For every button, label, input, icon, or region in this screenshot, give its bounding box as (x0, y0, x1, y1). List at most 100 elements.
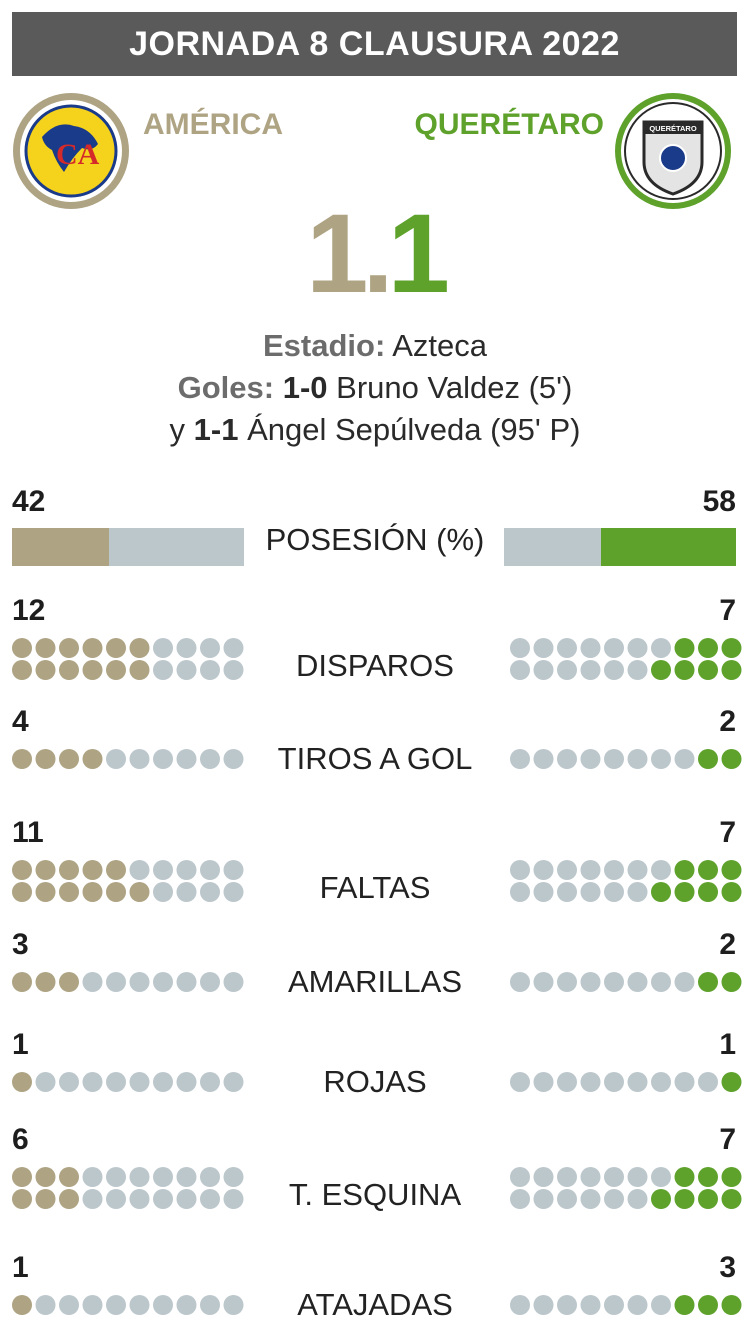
empty-stat-dot (674, 749, 695, 769)
empty-stat-dot (510, 1167, 530, 1187)
empty-stat-dot (106, 749, 126, 769)
goal2-scorer: Ángel Sepúlveda (95' P) (247, 412, 581, 447)
away-stat-dot (721, 1167, 742, 1187)
empty-stat-dot (651, 749, 671, 769)
empty-stat-dot (510, 638, 530, 658)
empty-stat-dot (627, 882, 648, 902)
home-stat-dot (35, 660, 56, 680)
empty-stat-dot (533, 972, 554, 992)
empty-stat-dot (533, 882, 554, 902)
empty-stat-dot (153, 749, 173, 769)
empty-stat-dot (510, 882, 530, 902)
home-team-name: AMÉRICA (143, 108, 283, 141)
empty-stat-dot (176, 660, 197, 680)
home-stat-dot (12, 1072, 32, 1092)
home-stat-dot (35, 1167, 56, 1187)
empty-stat-dot (223, 1072, 244, 1092)
empty-stat-dot (223, 972, 244, 992)
empty-stat-dot (153, 972, 173, 992)
empty-stat-dot (604, 749, 624, 769)
empty-stat-dot (106, 1295, 126, 1315)
away-stat-dot (721, 860, 742, 880)
empty-stat-dot (223, 1189, 244, 1209)
empty-stat-dot (627, 1072, 648, 1092)
stadium-label: Estadio: (263, 328, 386, 363)
empty-stat-dot (627, 638, 648, 658)
stat-home-value: 12 (12, 594, 46, 627)
empty-stat-dot (176, 972, 197, 992)
away-stat-dot (698, 972, 718, 992)
goal2-prefix: y (169, 412, 186, 447)
home-stat-dot (35, 882, 56, 902)
empty-stat-dot (557, 1072, 577, 1092)
goals-label: Goles: (177, 370, 275, 405)
stat-away-value: 7 (719, 816, 736, 849)
stat-away-value: 7 (719, 1123, 736, 1156)
empty-stat-dot (674, 972, 695, 992)
possession-away-bar (504, 528, 736, 566)
empty-stat-dot (35, 1072, 56, 1092)
stat-home-value: 3 (12, 928, 29, 961)
stat-label: AMARILLAS (287, 964, 462, 999)
stat-away-value: 7 (719, 594, 736, 627)
stat-label: ROJAS (323, 1064, 427, 1099)
empty-stat-dot (557, 860, 577, 880)
empty-stat-dot (651, 638, 671, 658)
goals-line-1: Goles: 1-0 Bruno Valdez (5') (0, 370, 750, 406)
empty-stat-dot (627, 660, 648, 680)
empty-stat-dot (223, 660, 244, 680)
away-stat-dot (674, 638, 695, 658)
empty-stat-dot (82, 972, 103, 992)
empty-stat-dot (200, 1072, 220, 1092)
home-stat-dot (82, 638, 103, 658)
away-stat-dot (698, 1189, 718, 1209)
home-stat-dot (82, 860, 103, 880)
away-stat-dot (674, 860, 695, 880)
empty-stat-dot (153, 860, 173, 880)
home-score: 1 (306, 191, 368, 316)
empty-stat-dot (82, 1167, 103, 1187)
empty-stat-dot (176, 1167, 197, 1187)
empty-stat-dot (604, 660, 624, 680)
away-stat-dot (698, 749, 718, 769)
possession-home-bar (12, 528, 244, 566)
america-crest-icon: CA (13, 93, 129, 209)
empty-stat-dot (176, 638, 197, 658)
empty-stat-dot (533, 1167, 554, 1187)
home-stat-dot (12, 1189, 32, 1209)
stat-home-value: 4 (12, 705, 29, 738)
empty-stat-dot (129, 749, 150, 769)
empty-stat-dot (129, 1072, 150, 1092)
empty-stat-dot (651, 1167, 671, 1187)
empty-stat-dot (604, 972, 624, 992)
away-stat-dot (698, 1167, 718, 1187)
stat-label: DISPAROS (296, 648, 454, 683)
empty-stat-dot (153, 1167, 173, 1187)
home-stat-dot (106, 860, 126, 880)
empty-stat-dot (533, 1189, 554, 1209)
home-stat-dot (12, 882, 32, 902)
empty-stat-dot (223, 882, 244, 902)
away-stat-dot (721, 1295, 742, 1315)
empty-stat-dot (533, 1072, 554, 1092)
home-stat-dot (59, 660, 79, 680)
empty-stat-dot (557, 882, 577, 902)
home-stat-dot (12, 1167, 32, 1187)
away-stat-dot (674, 1295, 695, 1315)
svg-text:QUERÉTARO: QUERÉTARO (649, 124, 697, 133)
empty-stat-dot (176, 882, 197, 902)
home-stat-dot (106, 660, 126, 680)
stadium-line: Estadio: Azteca (0, 328, 750, 364)
home-stat-dot (12, 972, 32, 992)
empty-stat-dot (510, 972, 530, 992)
empty-stat-dot (200, 1295, 220, 1315)
empty-stat-dot (510, 1189, 530, 1209)
possession-away-fill (601, 528, 736, 566)
final-score: 1.1 (0, 198, 750, 310)
empty-stat-dot (557, 972, 577, 992)
possession-away-value: 58 (702, 485, 736, 518)
empty-stat-dot (557, 660, 577, 680)
empty-stat-dot (510, 1072, 530, 1092)
empty-stat-dot (580, 1167, 601, 1187)
empty-stat-dot (200, 860, 220, 880)
